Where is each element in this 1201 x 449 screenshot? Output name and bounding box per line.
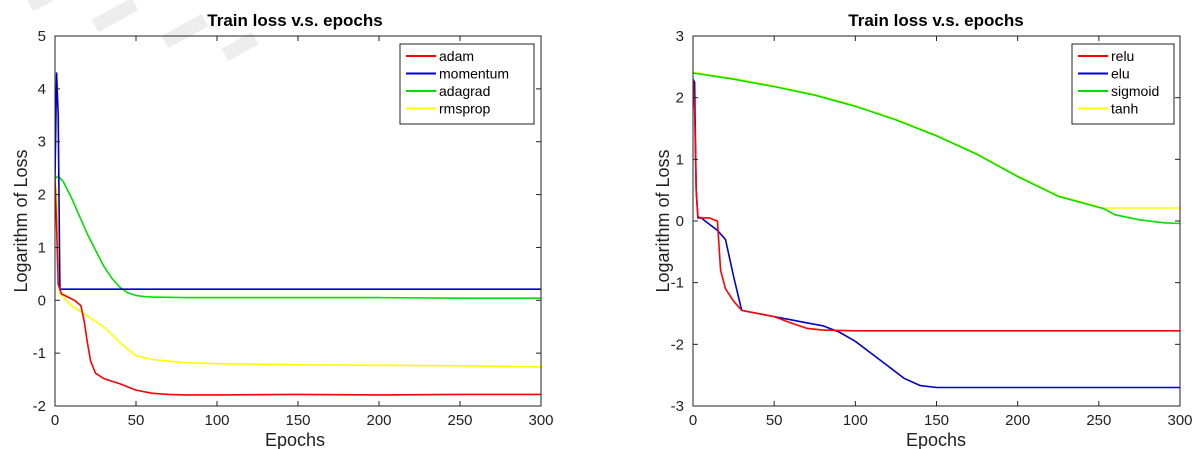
- legend-label-relu: relu: [1111, 48, 1134, 64]
- x-tick-label: 0: [689, 412, 697, 429]
- series-line-momentum: [55, 72, 541, 291]
- x-axis-label: Epochs: [906, 430, 966, 449]
- x-tick-label: 300: [528, 412, 553, 429]
- left-chart: Train loss v.s. epochs Epochs Logarithm …: [11, 11, 554, 449]
- y-axis-label: Logarithm of Loss: [11, 149, 31, 292]
- y-tick-label: 3: [38, 134, 46, 151]
- y-axis-label: Logarithm of Loss: [653, 149, 673, 292]
- x-tick-label: 100: [843, 412, 868, 429]
- y-tick-label: 5: [38, 28, 46, 45]
- x-tick-label: 150: [285, 412, 310, 429]
- y-tick-label: 2: [676, 90, 684, 107]
- series-line-rmsprop: [55, 178, 541, 368]
- x-tick-label: 150: [924, 412, 949, 429]
- x-tick-label: 300: [1167, 412, 1192, 429]
- y-tick-label: 1: [38, 239, 46, 256]
- y-tick-label: 0: [38, 292, 46, 309]
- legend-box: [1071, 43, 1175, 125]
- x-tick-label: 50: [128, 412, 145, 429]
- legend-label-elu: elu: [1111, 66, 1130, 82]
- x-tick-label: 250: [447, 412, 472, 429]
- x-tick-label: 50: [766, 412, 783, 429]
- x-tick-label: 100: [204, 412, 229, 429]
- legend-label-adam: adam: [439, 48, 474, 64]
- x-tick-label: 250: [1086, 412, 1111, 429]
- legend-label-adagrad: adagrad: [439, 83, 490, 99]
- series-line-sigmoid: [693, 72, 1180, 225]
- y-tick-label: -1: [33, 345, 46, 362]
- series-line-relu: [693, 79, 1180, 332]
- series-lines: [693, 71, 1180, 389]
- series-line-elu: [693, 78, 1180, 389]
- legend-label-sigmoid: sigmoid: [1111, 83, 1159, 99]
- y-tick-label: 1: [676, 151, 684, 168]
- y-tick-label: -1: [671, 275, 684, 292]
- legend-label-tanh: tanh: [1111, 101, 1138, 117]
- series-lines: [55, 72, 541, 396]
- legend-box: [399, 43, 535, 125]
- y-tick-label: 4: [38, 81, 46, 98]
- chart-title: Train loss v.s. epochs: [207, 11, 382, 30]
- series-line-adam: [55, 178, 541, 396]
- y-tick-label: 0: [676, 213, 684, 230]
- y-tick-label: -2: [33, 398, 46, 415]
- y-tick-label: 3: [676, 28, 684, 45]
- y-tick-label: 2: [38, 187, 46, 204]
- x-tick-label: 200: [1005, 412, 1030, 429]
- x-tick-label: 200: [366, 412, 391, 429]
- right-chart: Train loss v.s. epochs Epochs Logarithm …: [653, 11, 1193, 449]
- chart-title: Train loss v.s. epochs: [848, 11, 1023, 30]
- legend-label-momentum: momentum: [439, 66, 509, 82]
- legend-label-rmsprop: rmsprop: [439, 101, 491, 117]
- series-line-adagrad: [55, 175, 541, 300]
- x-tick-label: 0: [51, 412, 59, 429]
- x-axis-label: Epochs: [265, 430, 325, 449]
- decorative-watermark: [27, 0, 259, 62]
- y-tick-label: -2: [671, 336, 684, 353]
- y-tick-label: -3: [671, 398, 684, 415]
